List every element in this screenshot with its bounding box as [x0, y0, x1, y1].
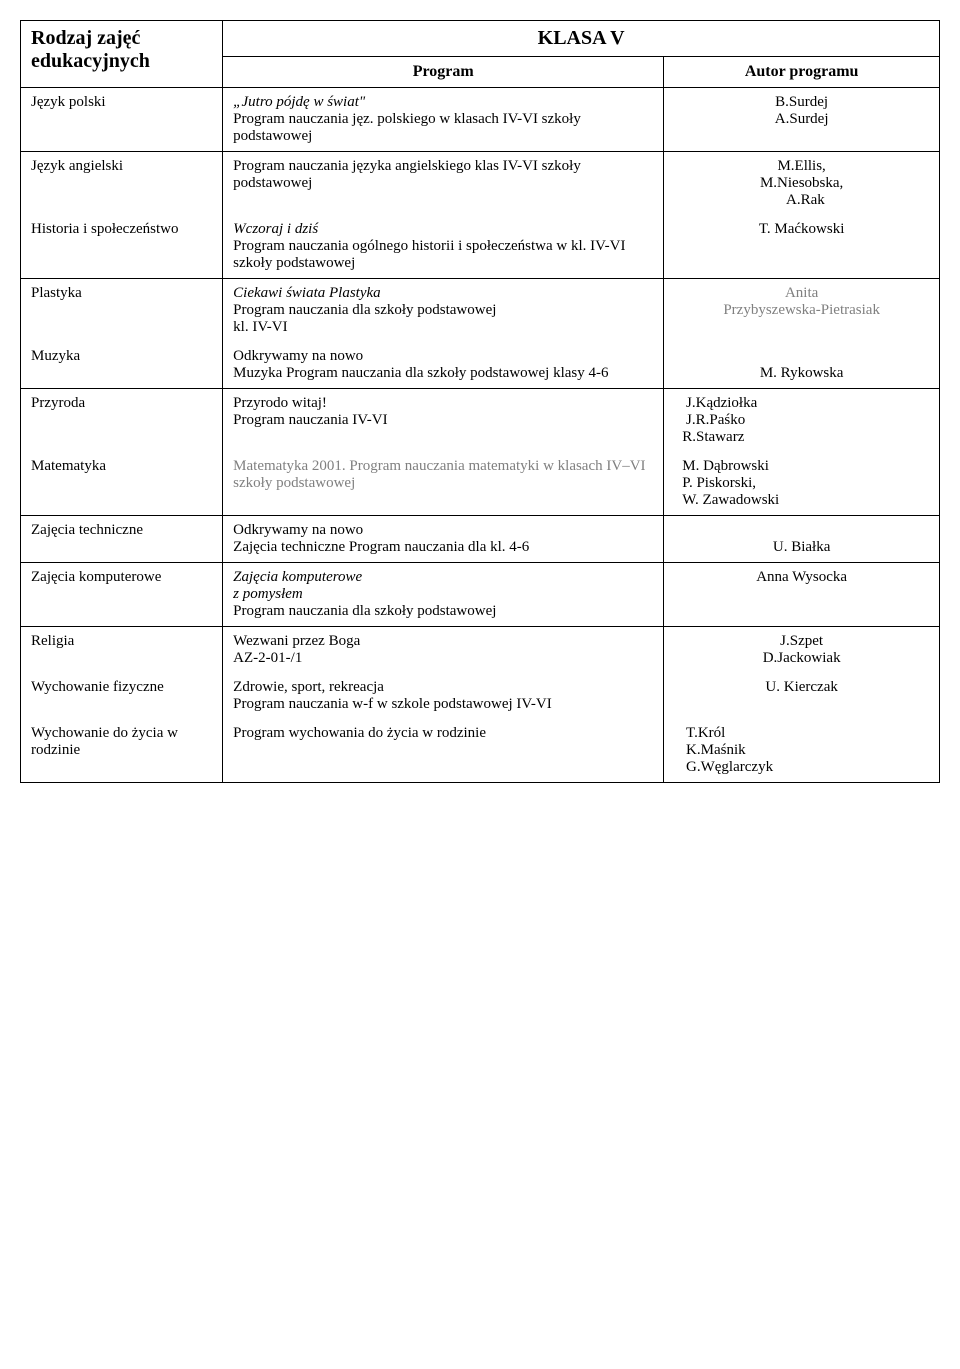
- program-cell: Odkrywamy na nowo Muzyka Program nauczan…: [223, 342, 664, 389]
- program-text: Odkrywamy na nowo: [233, 522, 363, 538]
- table-row: Muzyka Odkrywamy na nowo Muzyka Program …: [21, 342, 940, 389]
- author-cell: B.Surdej A.Surdej: [664, 88, 940, 152]
- author-cell: Anna Wysocka: [664, 563, 940, 627]
- author-line: P. Piskorski,: [682, 475, 756, 491]
- program-italic: „Jutro pójdę w świat": [233, 94, 365, 110]
- table-row: Zajęcia komputerowe Zajęcia komputerowe …: [21, 563, 940, 627]
- program-cell: Zdrowie, sport, rekreacja Program naucza…: [223, 673, 664, 719]
- program-text: Wezwani przez Boga: [233, 633, 360, 649]
- author-cell: U. Białka: [664, 516, 940, 563]
- author-cell: T.Król K.Maśnik G.Węglarczyk: [664, 719, 940, 783]
- program-cell: „Jutro pójdę w świat" Program nauczania …: [223, 88, 664, 152]
- program-text: Program nauczania ogólnego historii i sp…: [233, 238, 625, 271]
- program-text: Program nauczania jęz. polskiego w klasa…: [233, 111, 581, 144]
- subject-cell: Język polski: [21, 88, 223, 152]
- header-row-1: Rodzaj zajęć edukacyjnych KLASA V: [21, 21, 940, 57]
- header-title: KLASA V: [223, 21, 940, 57]
- author-line: R.Stawarz: [682, 429, 744, 445]
- author-line: A.Surdej: [775, 111, 829, 127]
- program-cell: Zajęcia komputerowe z pomysłem Program n…: [223, 563, 664, 627]
- subject-cell: Język angielski: [21, 152, 223, 216]
- author-line: J.R.Paśko: [686, 412, 745, 428]
- program-cell: Wezwani przez Boga AZ-2-01-/1: [223, 627, 664, 674]
- subject-cell: Zajęcia techniczne: [21, 516, 223, 563]
- author-line: D.Jackowiak: [763, 650, 841, 666]
- author-cell: U. Kierczak: [664, 673, 940, 719]
- program-cell: Matematyka 2001. Program nauczania matem…: [223, 452, 664, 516]
- subject-cell: Zajęcia komputerowe: [21, 563, 223, 627]
- author-cell: M.Ellis, M.Niesobska, A.Rak: [664, 152, 940, 216]
- author-line: T. Maćkowski: [759, 221, 845, 237]
- program-text: Program nauczania IV-VI: [233, 412, 387, 428]
- program-text: AZ-2-01-/1: [233, 650, 302, 666]
- program-text: Zdrowie, sport, rekreacja: [233, 679, 384, 695]
- subject-cell: Religia: [21, 627, 223, 674]
- program-cell: Odkrywamy na nowo Zajęcia techniczne Pro…: [223, 516, 664, 563]
- table-row: Język polski „Jutro pójdę w świat" Progr…: [21, 88, 940, 152]
- author-line: Przybyszewska-Pietrasiak: [723, 302, 880, 318]
- author-line: M.Niesobska,: [760, 175, 843, 191]
- author-line: Anna Wysocka: [756, 569, 847, 585]
- author-line: M. Rykowska: [760, 365, 844, 381]
- author-line: M. Dąbrowski: [682, 458, 769, 474]
- author-cell: T. Maćkowski: [664, 215, 940, 279]
- subject-cell: Wychowanie do życia w rodzinie: [21, 719, 223, 783]
- author-line: U. Białka: [773, 539, 831, 555]
- author-line: M.Ellis,: [777, 158, 825, 174]
- program-text: Program nauczania dla szkoły podstawowej: [233, 603, 496, 619]
- program-text: Przyrodo witaj!: [233, 395, 327, 411]
- table-row: Zajęcia techniczne Odkrywamy na nowo Zaj…: [21, 516, 940, 563]
- author-line: G.Węglarczyk: [686, 759, 773, 775]
- program-text: Program nauczania w-f w szkole podstawow…: [233, 696, 552, 712]
- author-line: W. Zawadowski: [682, 492, 779, 508]
- author-cell: M. Rykowska: [664, 342, 940, 389]
- table-row: Matematyka Matematyka 2001. Program nauc…: [21, 452, 940, 516]
- author-line: U. Kierczak: [765, 679, 837, 695]
- program-text: Program nauczania dla szkoły podstawowej: [233, 302, 496, 318]
- author-cell: M. Dąbrowski P. Piskorski, W. Zawadowski: [664, 452, 940, 516]
- program-text: Odkrywamy na nowo: [233, 348, 363, 364]
- table-row: Wychowanie fizyczne Zdrowie, sport, rekr…: [21, 673, 940, 719]
- program-italic: Ciekawi świata Plastyka: [233, 285, 381, 301]
- table-row: Religia Wezwani przez Boga AZ-2-01-/1 J.…: [21, 627, 940, 674]
- subject-cell: Wychowanie fizyczne: [21, 673, 223, 719]
- header-program: Program: [223, 57, 664, 88]
- author-line: Anita: [785, 285, 818, 301]
- program-cell: Wczoraj i dziś Program nauczania ogólneg…: [223, 215, 664, 279]
- header-subject: Rodzaj zajęć edukacyjnych: [21, 21, 223, 88]
- program-cell: Ciekawi świata Plastyka Program nauczani…: [223, 279, 664, 343]
- program-italic: z pomysłem: [233, 586, 303, 602]
- subject-cell: Muzyka: [21, 342, 223, 389]
- table-row: Plastyka Ciekawi świata Plastyka Program…: [21, 279, 940, 343]
- program-text: kl. IV-VI: [233, 319, 287, 335]
- author-line: K.Maśnik: [686, 742, 746, 758]
- header-author: Autor programu: [664, 57, 940, 88]
- subject-cell: Matematyka: [21, 452, 223, 516]
- author-line: A.Rak: [786, 192, 825, 208]
- program-italic: Wczoraj i dziś: [233, 221, 318, 237]
- author-cell: J.Szpet D.Jackowiak: [664, 627, 940, 674]
- program-text: Zajęcia techniczne Program nauczania dla…: [233, 539, 529, 555]
- table-row: Język angielski Program nauczania języka…: [21, 152, 940, 216]
- author-line: J.Szpet: [780, 633, 823, 649]
- table-row: Przyroda Przyrodo witaj! Program nauczan…: [21, 389, 940, 453]
- curriculum-table: Rodzaj zajęć edukacyjnych KLASA V Progra…: [20, 20, 940, 783]
- author-line: B.Surdej: [775, 94, 828, 110]
- subject-cell: Historia i społeczeństwo: [21, 215, 223, 279]
- table-row: Wychowanie do życia w rodzinie Program w…: [21, 719, 940, 783]
- program-cell: Program nauczania języka angielskiego kl…: [223, 152, 664, 216]
- subject-cell: Plastyka: [21, 279, 223, 343]
- author-cell: Anita Przybyszewska-Pietrasiak: [664, 279, 940, 343]
- program-cell: Przyrodo witaj! Program nauczania IV-VI: [223, 389, 664, 453]
- table-row: Historia i społeczeństwo Wczoraj i dziś …: [21, 215, 940, 279]
- program-text: Muzyka Program nauczania dla szkoły pods…: [233, 365, 608, 381]
- program-cell: Program wychowania do życia w rodzinie: [223, 719, 664, 783]
- program-italic: Zajęcia komputerowe: [233, 569, 362, 585]
- author-cell: J.Kądziołka J.R.Paśko R.Stawarz: [664, 389, 940, 453]
- author-line: J.Kądziołka: [686, 395, 757, 411]
- author-line: T.Król: [686, 725, 725, 741]
- subject-cell: Przyroda: [21, 389, 223, 453]
